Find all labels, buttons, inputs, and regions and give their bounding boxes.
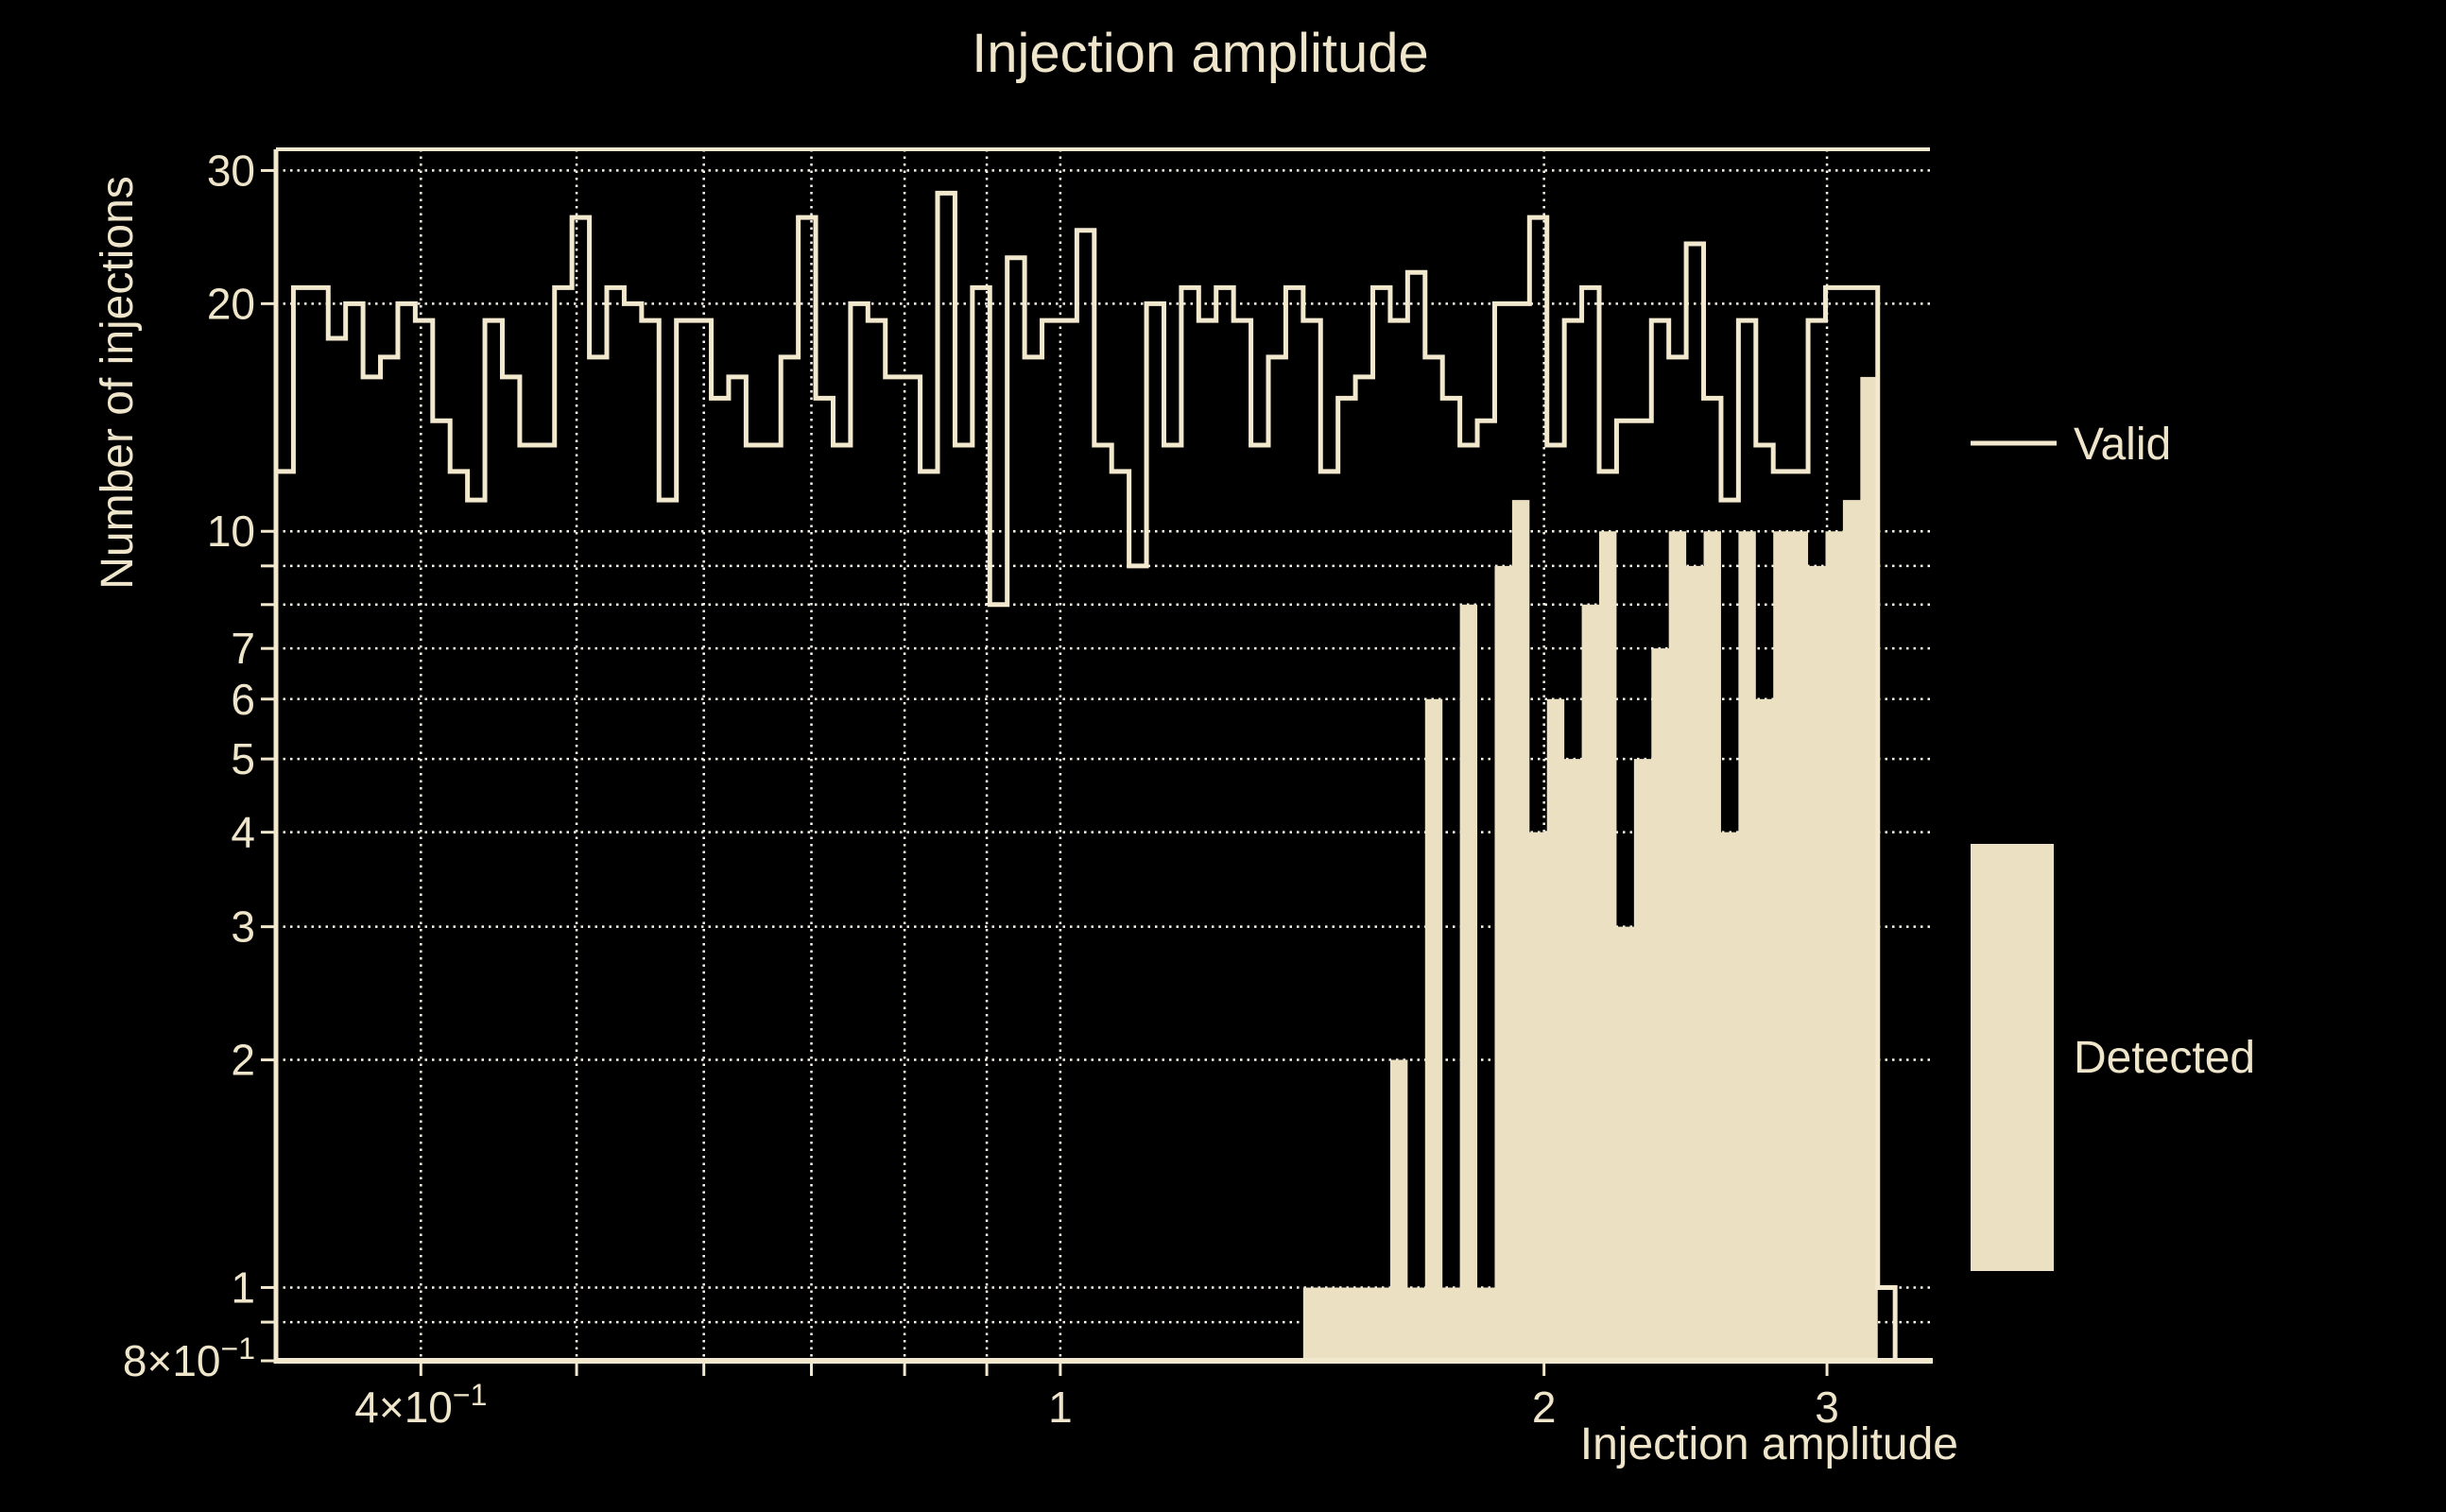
y-tick-label: 8×10−1 — [123, 1332, 255, 1385]
x-tick-label: 1 — [1048, 1383, 1073, 1432]
x-tick-label: 3 — [1815, 1383, 1839, 1432]
legend-label-valid: Valid — [2074, 420, 2171, 470]
y-axis-title: Number of injections — [93, 176, 143, 590]
plot-area: 30 20 10 76 5 4 3 2 1 8×10−1 4×10−1 1 2 3 — [123, 146, 1933, 1432]
y-tick-label: 3 — [231, 902, 255, 952]
x-tick-label: 4×10−1 — [354, 1378, 487, 1432]
legend-item-detected: Detected — [1971, 844, 2255, 1271]
y-tick-label: 5 — [231, 734, 255, 783]
y-tick-label: 20 — [207, 279, 255, 328]
y-tick-label: 6 — [231, 675, 255, 724]
y-tick-label: 30 — [207, 146, 255, 195]
legend: Valid Detected — [1971, 420, 2255, 1271]
y-tick-label: 4 — [231, 808, 255, 857]
detected-filled-histogram — [1302, 376, 1878, 1361]
legend-label-detected: Detected — [2074, 1033, 2255, 1083]
x-tick-label: 2 — [1532, 1383, 1557, 1432]
detected-fill-swatch — [1971, 844, 2054, 1271]
valid-step-line — [276, 190, 1930, 1364]
legend-item-valid: Valid — [1971, 420, 2171, 470]
x-axis-title: Injection amplitude — [1580, 1419, 1958, 1469]
y-tick-label: 1 — [231, 1263, 255, 1312]
chart-title: Injection amplitude — [972, 23, 1429, 84]
y-tick-label: 10 — [207, 507, 255, 556]
y-tick-label: 7 — [231, 624, 255, 673]
y-tick-label: 2 — [231, 1036, 255, 1085]
